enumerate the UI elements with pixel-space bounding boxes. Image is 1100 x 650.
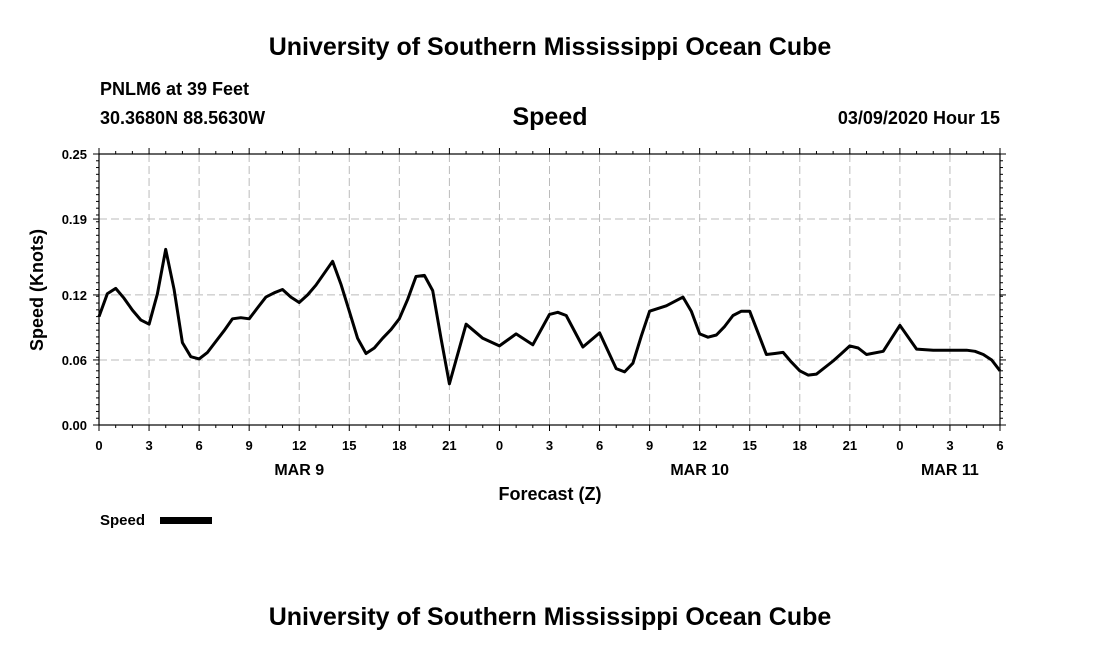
legend-swatch xyxy=(160,517,212,524)
legend-label: Speed xyxy=(100,512,145,529)
x-tick-label: 21 xyxy=(843,438,857,453)
station-label: PNLM6 at 39 Feet xyxy=(100,79,249,99)
x-tick-label: 0 xyxy=(496,438,503,453)
y-tick-label: 0.00 xyxy=(62,418,87,433)
date-label: MAR 11 xyxy=(921,462,979,479)
x-tick-label: 18 xyxy=(793,438,807,453)
x-tick-label: 6 xyxy=(195,438,202,453)
date-label: MAR 9 xyxy=(274,462,324,479)
legend: Speed xyxy=(100,512,212,529)
run-time-label: 03/09/2020 Hour 15 xyxy=(838,108,1000,128)
x-tick-label: 12 xyxy=(692,438,706,453)
y-tick-label: 0.19 xyxy=(62,212,87,227)
x-tick-label: 15 xyxy=(342,438,356,453)
x-tick-label: 3 xyxy=(546,438,553,453)
date-labels: MAR 9 MAR 10 MAR 11 xyxy=(274,462,979,479)
x-tick-label: 9 xyxy=(646,438,653,453)
speed-series-line xyxy=(97,247,1002,386)
x-tick-label: 0 xyxy=(896,438,903,453)
y-tick-label: 0.06 xyxy=(62,353,87,368)
x-tick-labels: 0 3 6 9 12 15 18 21 0 3 6 9 12 15 18 21 0 3 6 xyxy=(95,438,1003,453)
y-tick-label: 0.25 xyxy=(62,147,87,162)
chart-title: Speed xyxy=(512,103,587,131)
bottom-title: University of Southern Mississippi Ocean… xyxy=(269,603,832,631)
x-tick-label: 12 xyxy=(292,438,306,453)
coordinates-label: 30.3680N 88.5630W xyxy=(100,108,265,128)
x-tick-label: 3 xyxy=(946,438,953,453)
x-tick-label: 15 xyxy=(742,438,756,453)
grid-lines xyxy=(99,154,1000,425)
plot-frame xyxy=(98,153,1001,426)
x-tick-label: 9 xyxy=(246,438,253,453)
y-tick-labels: 0.00 0.06 0.12 0.19 0.25 xyxy=(62,147,87,433)
x-tick-label: 6 xyxy=(596,438,603,453)
x-tick-label: 6 xyxy=(996,438,1003,453)
x-tick-label: 18 xyxy=(392,438,406,453)
x-tick-label: 3 xyxy=(145,438,152,453)
x-tick-label: 21 xyxy=(442,438,456,453)
y-tick-label: 0.12 xyxy=(62,288,87,303)
date-label: MAR 10 xyxy=(670,462,729,479)
y-axis-label: Speed (Knots) xyxy=(27,229,47,351)
top-title: University of Southern Mississippi Ocean… xyxy=(269,33,832,61)
x-axis-label: Forecast (Z) xyxy=(498,484,601,504)
major-ticks xyxy=(93,148,1006,431)
x-tick-label: 0 xyxy=(95,438,102,453)
